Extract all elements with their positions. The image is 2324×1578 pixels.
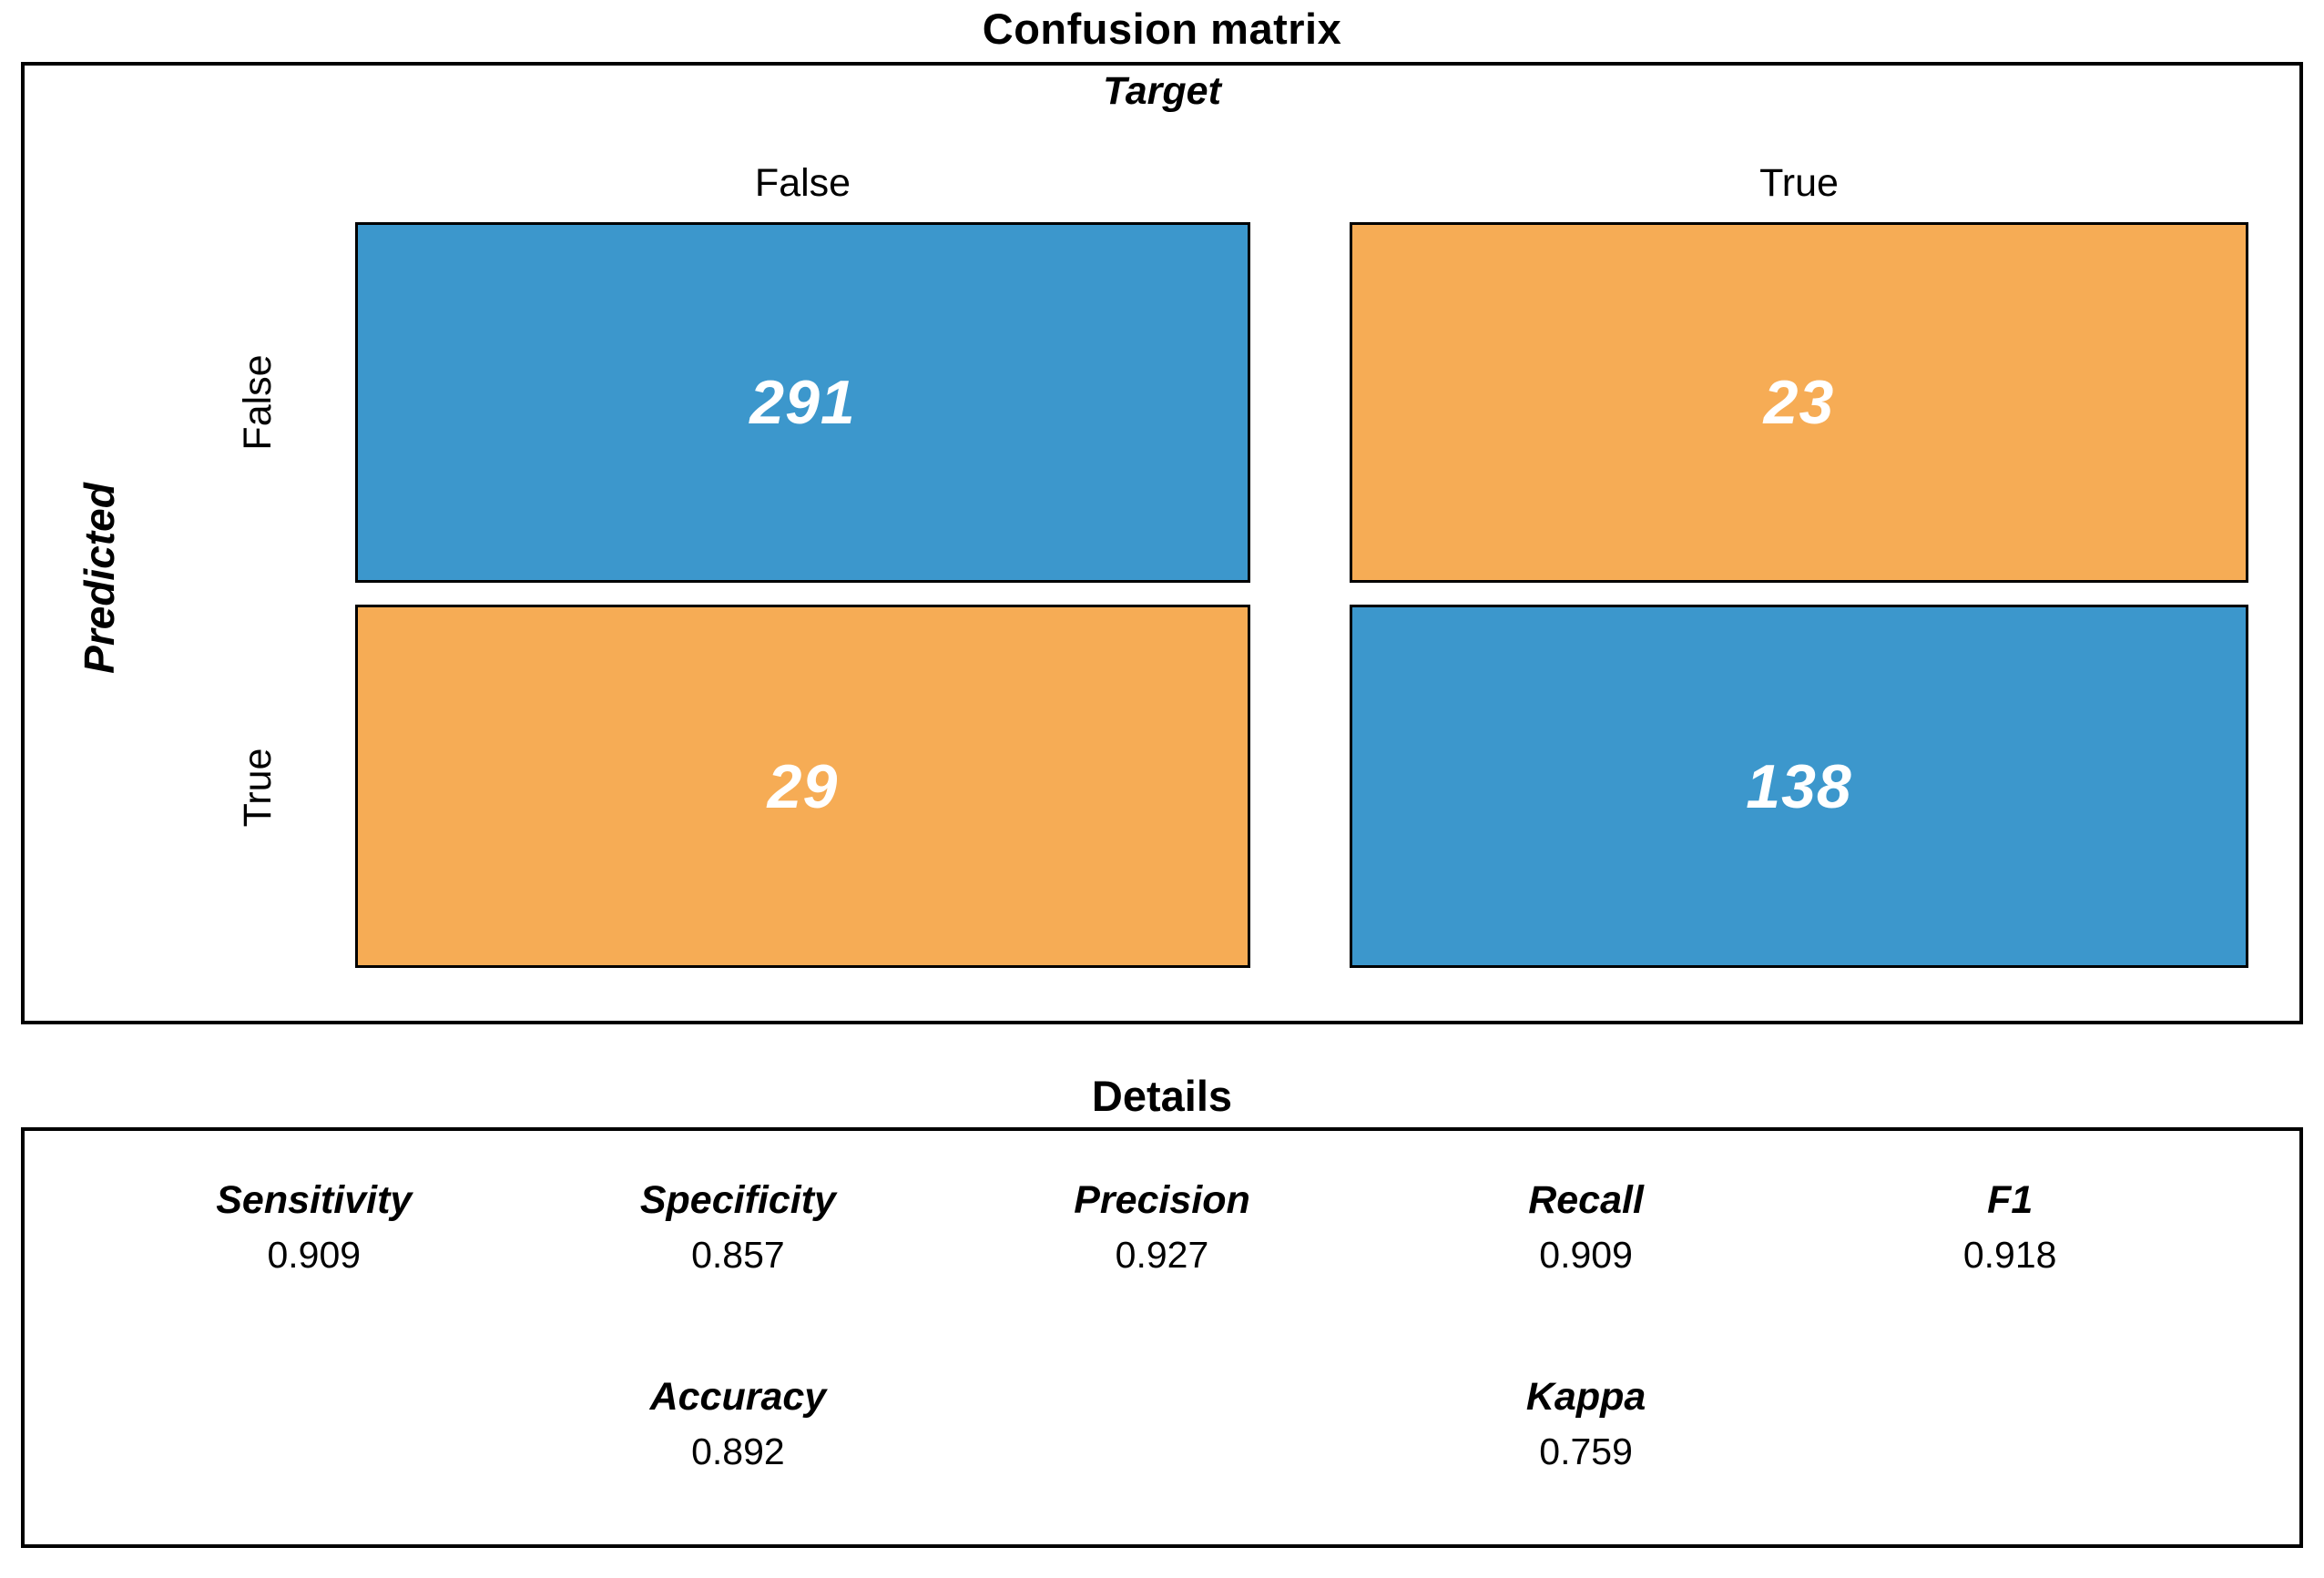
cell-predicted-true-target-true: 138 <box>1350 605 2248 968</box>
metric-label: Recall <box>1528 1178 1644 1222</box>
metric-sensitivity: Sensitivity 0.909 <box>102 1178 526 1277</box>
confusion-matrix-panel: Target False True Predicted False True 2… <box>21 62 2303 1024</box>
cell-predicted-false-target-false: 291 <box>355 222 1250 583</box>
metrics-row-1: Sensitivity 0.909 Specificity 0.857 Prec… <box>102 1178 2222 1277</box>
cell-predicted-true-target-false: 29 <box>355 605 1250 968</box>
row-header-false: False <box>236 354 280 451</box>
row-header-true: True <box>236 748 280 828</box>
target-axis-label: Target <box>1103 69 1221 113</box>
cell-value-true-positive: 138 <box>1746 751 1852 821</box>
cell-value-false-negative: 23 <box>1763 368 1835 437</box>
chart-title: Confusion matrix <box>982 5 1342 53</box>
metric-precision: Precision 0.927 <box>950 1178 1374 1277</box>
metric-value: 0.759 <box>1539 1430 1633 1472</box>
metric-spacer <box>1798 1375 2222 1473</box>
column-header-false: False <box>754 161 851 205</box>
metric-spacer <box>950 1375 1374 1473</box>
column-header-true: True <box>1759 161 1839 205</box>
metric-value: 0.918 <box>1962 1234 2057 1276</box>
metric-label: Sensitivity <box>216 1178 413 1222</box>
metric-value: 0.909 <box>267 1234 362 1276</box>
metric-label: Accuracy <box>649 1375 827 1419</box>
metric-value: 0.857 <box>691 1234 785 1276</box>
metric-recall: Recall 0.909 <box>1374 1178 1799 1277</box>
metric-label: Specificity <box>639 1178 836 1222</box>
metric-accuracy: Accuracy 0.892 <box>526 1375 951 1473</box>
cell-value-false-positive: 29 <box>767 751 839 821</box>
metric-f1: F1 0.918 <box>1798 1178 2222 1277</box>
metric-kappa: Kappa 0.759 <box>1374 1375 1799 1473</box>
cell-predicted-false-target-true: 23 <box>1350 222 2248 583</box>
cell-value-true-negative: 291 <box>749 368 856 437</box>
metric-label: Precision <box>1074 1178 1250 1222</box>
metrics-row-2: Accuracy 0.892 Kappa 0.759 <box>102 1375 2222 1473</box>
metric-specificity: Specificity 0.857 <box>526 1178 951 1277</box>
metric-value: 0.909 <box>1539 1234 1633 1276</box>
details-panel: Sensitivity 0.909 Specificity 0.857 Prec… <box>21 1127 2303 1548</box>
metric-spacer <box>102 1375 526 1473</box>
metric-label: F1 <box>1987 1178 2034 1222</box>
metric-value: 0.892 <box>691 1430 785 1472</box>
details-title: Details <box>1091 1072 1233 1120</box>
metric-value: 0.927 <box>1115 1234 1209 1276</box>
predicted-axis-label: Predicted <box>76 483 123 674</box>
metric-label: Kappa <box>1525 1375 1646 1419</box>
